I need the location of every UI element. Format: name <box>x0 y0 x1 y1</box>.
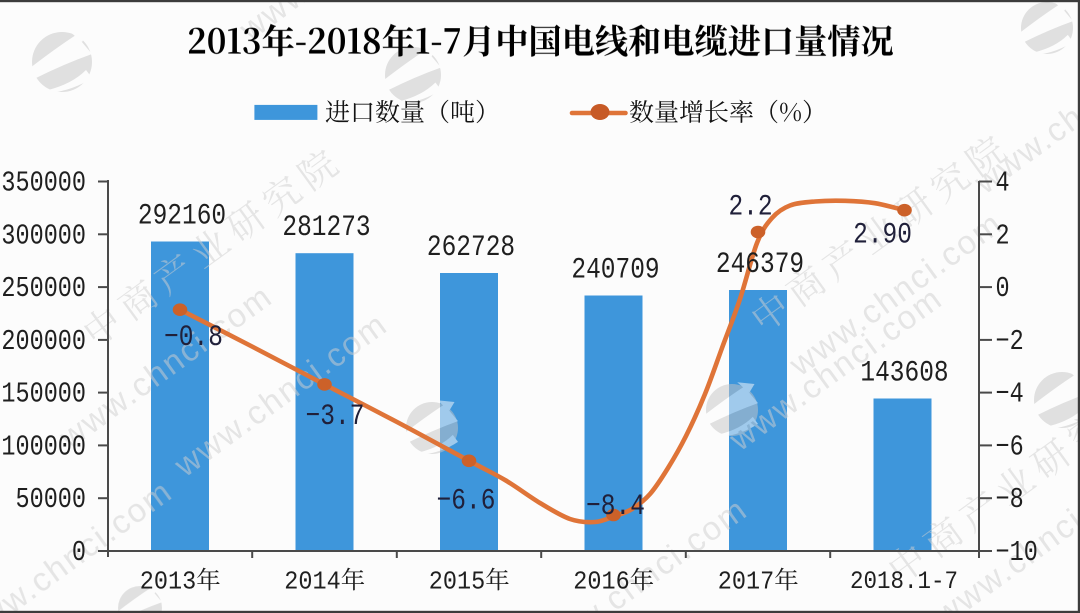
svg-text:−6.6: −6.6 <box>437 484 496 518</box>
svg-text:200000: 200000 <box>1 325 86 358</box>
svg-text:0: 0 <box>996 272 1010 305</box>
svg-text:246379: 246379 <box>716 248 804 282</box>
svg-text:−3.7: −3.7 <box>306 400 365 434</box>
svg-text:250000: 250000 <box>1 272 86 305</box>
svg-text:2016: 2016 <box>573 568 629 597</box>
svg-text:50000: 50000 <box>16 483 86 516</box>
svg-text:2013: 2013 <box>140 568 196 597</box>
svg-text:2: 2 <box>996 219 1010 252</box>
svg-text:262728: 262728 <box>427 231 515 265</box>
svg-text:2017: 2017 <box>718 568 774 597</box>
svg-text:−6: −6 <box>996 430 1024 463</box>
svg-text:2015: 2015 <box>429 568 485 597</box>
svg-text:150000: 150000 <box>1 378 86 411</box>
svg-text:2.2: 2.2 <box>728 190 772 224</box>
svg-text:−8: −8 <box>996 483 1024 516</box>
svg-text:−10: −10 <box>996 536 1038 569</box>
svg-text:292160: 292160 <box>138 199 226 233</box>
svg-text:350000: 350000 <box>1 166 86 199</box>
svg-text:4: 4 <box>996 166 1010 199</box>
svg-text:−4: −4 <box>996 378 1024 411</box>
svg-text:2018.1-7: 2018.1-7 <box>850 568 958 596</box>
svg-text:−0.8: −0.8 <box>164 321 223 355</box>
svg-text:143608: 143608 <box>860 356 948 390</box>
svg-text:−2: −2 <box>996 325 1024 358</box>
svg-text:0: 0 <box>72 536 86 569</box>
svg-text:2.90: 2.90 <box>853 218 912 252</box>
svg-text:2014: 2014 <box>284 568 340 597</box>
svg-text:240709: 240709 <box>571 253 659 287</box>
svg-text:100000: 100000 <box>1 430 86 463</box>
svg-text:300000: 300000 <box>1 219 86 252</box>
svg-text:281273: 281273 <box>282 211 370 245</box>
svg-text:−8.4: −8.4 <box>586 490 645 524</box>
